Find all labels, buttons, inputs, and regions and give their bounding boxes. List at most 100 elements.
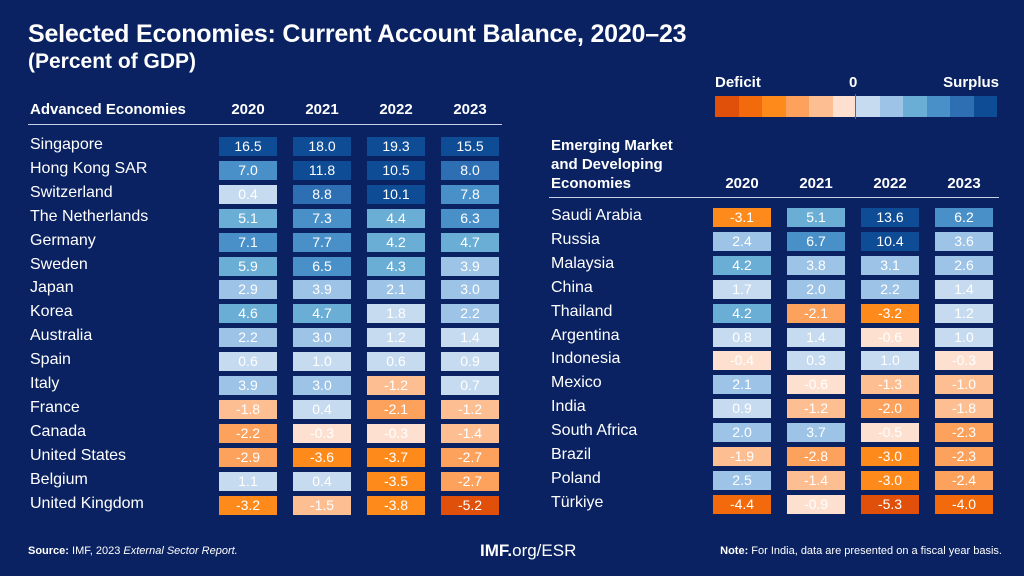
heatmap-cell: 11.8: [293, 160, 351, 180]
country-label: South Africa: [551, 422, 638, 440]
country-label: Hong Kong SAR: [30, 159, 148, 177]
heatmap-cell: 8.0: [441, 160, 499, 180]
heatmap-cell: -0.5: [861, 423, 919, 443]
heatmap-cell: 3.0: [293, 328, 351, 348]
legend-swatch: [879, 96, 903, 117]
source-label: Source:: [28, 545, 69, 557]
country-label: Brazil: [551, 446, 592, 463]
heatmap-cell: 6.5: [293, 256, 351, 276]
heatmap-cell: 15.5: [441, 137, 499, 156]
chart-subtitle: (Percent of GDP): [28, 50, 197, 73]
heatmap-cell: 0.6: [367, 352, 425, 372]
country-label: China: [551, 278, 593, 296]
imf-url[interactable]: IMF.org/ESR: [480, 541, 576, 561]
heatmap-cell: 19.3: [367, 137, 425, 156]
heatmap-cell: 2.1: [367, 280, 425, 300]
heatmap-cell: 6.3: [441, 208, 499, 228]
heatmap-cell: -1.0: [935, 375, 993, 395]
heatmap-cell: -1.2: [441, 399, 499, 419]
heatmap-cell: -3.0: [861, 447, 919, 466]
header-divider: [28, 124, 502, 125]
heatmap-cell: 0.4: [219, 184, 277, 204]
heatmap-cell: 3.0: [441, 280, 499, 300]
legend-swatch: [809, 96, 833, 117]
table-heading-emerging: Emerging Market: [551, 137, 673, 154]
country-label: Korea: [30, 303, 73, 321]
country-label: Mexico: [551, 374, 602, 392]
source-italic: External Sector Report.: [123, 545, 238, 557]
heatmap-cell: 2.2: [219, 328, 277, 348]
source-note: Source: IMF, 2023 External Sector Report…: [28, 545, 238, 557]
country-label: United Kingdom: [30, 494, 144, 512]
year-header: 2022: [873, 175, 907, 192]
legend-surplus-label: Surplus: [943, 74, 999, 91]
heatmap-cell: -1.5: [293, 495, 351, 515]
heatmap-cell: 10.5: [367, 160, 425, 180]
heatmap-cell: 5.1: [787, 208, 845, 227]
heatmap-cell: 4.2: [713, 303, 771, 323]
heatmap-cell: 0.9: [441, 352, 499, 372]
legend-swatch: [832, 96, 856, 117]
country-label: India: [551, 398, 586, 416]
heatmap-cell: -1.3: [861, 375, 919, 395]
heatmap-cell: 3.0: [293, 376, 351, 395]
heatmap-cell: 2.1: [713, 375, 771, 395]
heatmap-cell: 1.2: [935, 303, 993, 323]
heatmap-cell: 1.0: [935, 327, 993, 347]
heatmap-cell: -0.9: [787, 494, 845, 514]
heatmap-cell: 4.2: [367, 232, 425, 252]
heatmap-cell: -2.7: [441, 447, 499, 467]
heatmap-cell: -1.4: [787, 470, 845, 490]
country-label: Germany: [30, 231, 96, 249]
heatmap-cell: 3.9: [219, 376, 277, 395]
legend-deficit-label: Deficit: [715, 74, 761, 91]
country-label: The Netherlands: [30, 207, 149, 225]
table-heading-emerging: and Developing: [551, 156, 663, 173]
heatmap-cell: -2.8: [787, 447, 845, 466]
heatmap-cell: 7.0: [219, 160, 277, 180]
country-label: Japan: [30, 279, 74, 297]
heatmap-cell: 2.9: [219, 280, 277, 300]
heatmap-cell: 3.1: [861, 255, 919, 275]
heatmap-cell: -2.3: [935, 423, 993, 443]
heatmap-cell: 7.8: [441, 184, 499, 204]
country-label: Poland: [551, 469, 601, 487]
country-label: Sweden: [30, 255, 88, 273]
heatmap-cell: -3.8: [367, 495, 425, 515]
heatmap-cell: -0.3: [367, 423, 425, 443]
legend-swatch: [715, 96, 739, 117]
country-label: Russia: [551, 230, 600, 248]
heatmap-cell: 2.5: [713, 470, 771, 490]
heatmap-cell: 4.3: [367, 256, 425, 276]
heatmap-cell: -3.2: [861, 303, 919, 323]
country-label: Italy: [30, 375, 60, 392]
heatmap-cell: 3.7: [787, 423, 845, 443]
note-label: Note:: [720, 545, 749, 557]
table-heading-advanced: Advanced Economies: [30, 101, 186, 118]
heatmap-cell: 6.2: [935, 208, 993, 227]
heatmap-cell: -2.1: [787, 303, 845, 323]
heatmap-cell: -2.4: [935, 470, 993, 490]
heatmap-cell: -1.9: [713, 447, 771, 466]
year-header: 2020: [725, 175, 759, 192]
heatmap-cell: 1.7: [713, 279, 771, 299]
heatmap-cell: 7.3: [293, 208, 351, 228]
heatmap-cell: 3.8: [787, 255, 845, 275]
heatmap-cell: -3.7: [367, 447, 425, 467]
heatmap-cell: 0.4: [293, 399, 351, 419]
country-label: Australia: [30, 327, 93, 345]
heatmap-cell: 4.2: [713, 255, 771, 275]
country-label: Switzerland: [30, 183, 113, 201]
heatmap-cell: 2.0: [787, 279, 845, 299]
legend-swatch: [856, 96, 880, 117]
heatmap-cell: 4.4: [367, 208, 425, 228]
heatmap-cell: 0.4: [293, 471, 351, 491]
heatmap-cell: -2.9: [219, 447, 277, 467]
heatmap-cell: -2.2: [219, 423, 277, 443]
country-label: Belgium: [30, 470, 88, 488]
country-label: Indonesia: [551, 350, 621, 368]
source-text: IMF, 2023: [72, 545, 121, 557]
header-divider: [549, 197, 999, 198]
heatmap-cell: 1.0: [293, 352, 351, 372]
heatmap-cell: -3.5: [367, 471, 425, 491]
